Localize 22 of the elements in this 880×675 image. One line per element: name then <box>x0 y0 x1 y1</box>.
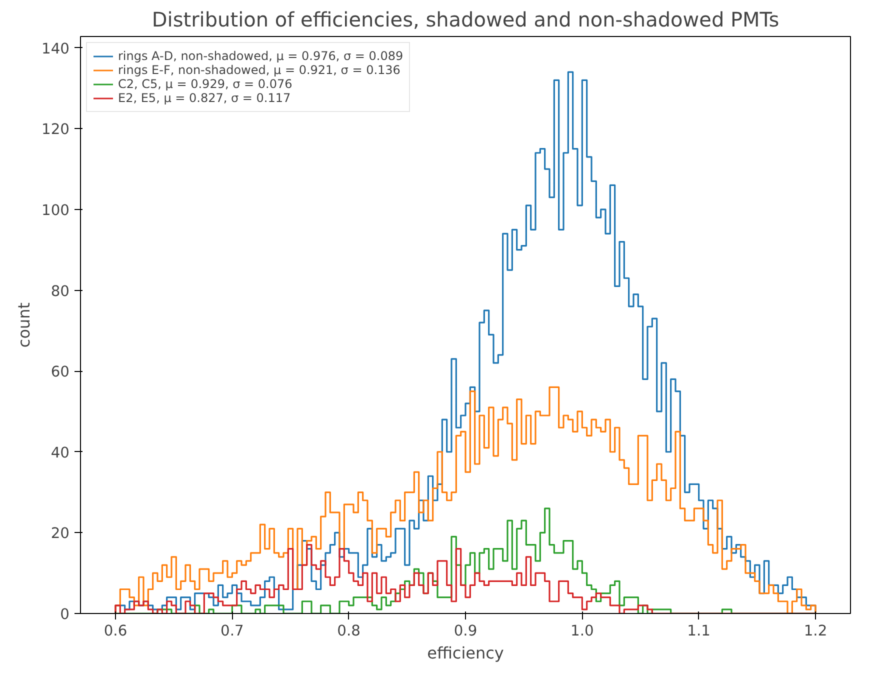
x-tick-label: 1.0 <box>570 622 594 640</box>
y-tick-label: 20 <box>50 525 70 542</box>
x-axis-title: efficiency <box>427 644 504 662</box>
y-axis-title: count <box>14 302 34 348</box>
x-tick-label: 0.9 <box>454 622 478 640</box>
y-tick-label: 60 <box>50 364 70 381</box>
y-tick-label: 80 <box>50 282 70 300</box>
y-tick-label: 120 <box>42 121 70 138</box>
x-tick-label: 0.7 <box>220 622 244 640</box>
y-tick-label: 0 <box>60 606 70 623</box>
chart-title: Distribution of efficiencies, shadowed and non-shadowed PMTs <box>152 8 780 32</box>
x-tick-label: 0.8 <box>337 622 360 640</box>
legend-label: rings A-D, non-shadowed, μ = 0.976, σ = 0.089 <box>118 49 404 63</box>
legend-label: C2, C5, μ = 0.929, σ = 0.076 <box>118 77 292 91</box>
legend-label: E2, E5, μ = 0.827, σ = 0.117 <box>118 91 291 105</box>
y-tick-label: 100 <box>42 202 70 219</box>
y-tick-label: 140 <box>42 40 70 58</box>
y-tick-label: 40 <box>50 444 70 462</box>
legend-label: rings E-F, non-shadowed, μ = 0.921, σ = 0.136 <box>118 63 400 77</box>
x-tick-label: 1.1 <box>687 622 710 640</box>
x-tick-label: 0.6 <box>104 622 128 640</box>
x-tick-label: 1.2 <box>804 622 828 640</box>
